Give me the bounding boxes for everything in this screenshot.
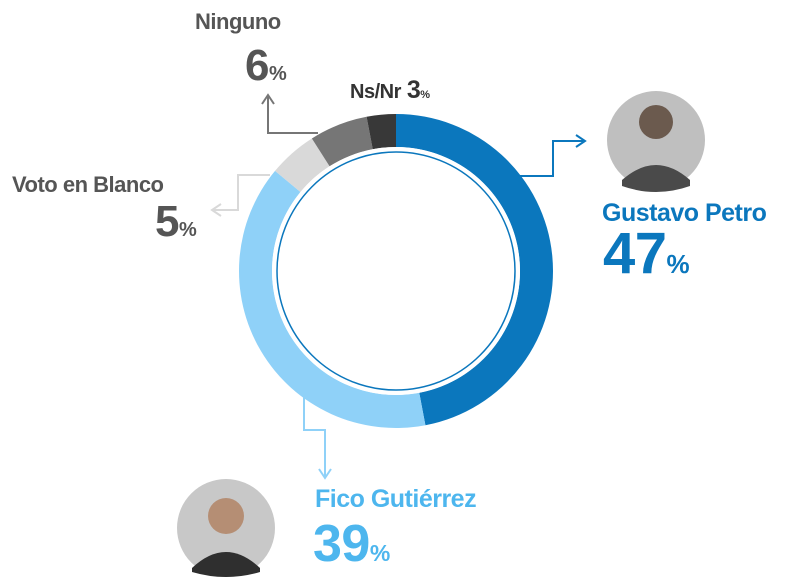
value-label: 6% [245, 41, 287, 90]
value-number: 5 [155, 197, 179, 246]
photo-face [639, 105, 673, 139]
category-label: Voto en Blanco [12, 172, 164, 197]
value-number: 6 [245, 41, 269, 90]
value-suffix: % [420, 89, 430, 101]
value-suffix: % [179, 219, 197, 241]
value-suffix: % [667, 249, 690, 279]
value-suffix: % [269, 63, 287, 85]
value-label: 3% [407, 76, 430, 104]
value-number: 39 [313, 515, 370, 573]
value-label: 47% [603, 221, 690, 286]
value-label: 5% [155, 197, 197, 246]
category-label: Ns/Nr [350, 81, 402, 103]
value-label: 39% [313, 515, 390, 573]
value-suffix: % [370, 540, 390, 566]
value-number: 3 [407, 76, 420, 104]
connector [268, 97, 318, 133]
category-label: Ninguno [195, 9, 281, 34]
donut-hole-ring [272, 147, 520, 395]
category-label: Fico Gutiérrez [315, 485, 476, 513]
photo-face [208, 498, 244, 534]
connector [520, 141, 583, 176]
value-number: 47 [603, 221, 667, 286]
chart: Gustavo Petro47%Fico Gutiérrez39%Voto en… [0, 0, 797, 583]
